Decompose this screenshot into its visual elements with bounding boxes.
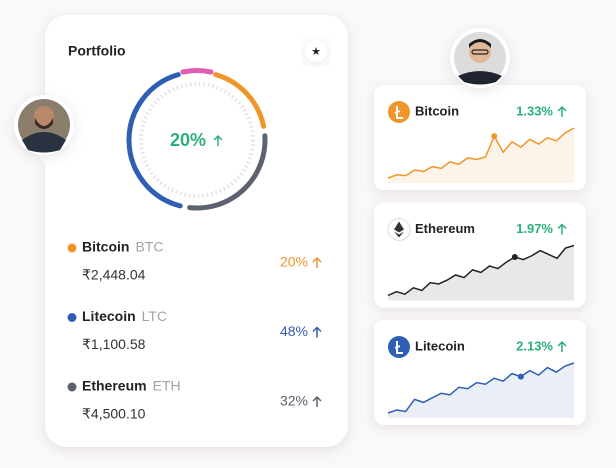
donut-segment <box>213 72 267 129</box>
market-cards: Bitcoin 1.33% Ethereum 1.97% Litecoin 2.13% <box>374 85 586 425</box>
sparkline-marker <box>491 133 498 140</box>
asset-dot <box>67 382 77 392</box>
asset-dot <box>67 243 77 253</box>
asset-ticker: ETH <box>153 378 181 394</box>
sparkline-marker <box>517 373 524 380</box>
sparkline <box>387 244 575 297</box>
center-change: 20% <box>170 130 206 150</box>
card-bg <box>374 202 586 308</box>
coin-change: 1.33% <box>516 103 553 118</box>
asset-list: Bitcoin BTC ₹2,448.04 20% Litecoin LTC ₹1,100.… <box>67 239 322 422</box>
inner-ring <box>139 82 255 198</box>
coin-change: 1.97% <box>516 221 553 236</box>
coin-name: Bitcoin <box>415 103 459 118</box>
coin-glyph <box>394 341 403 354</box>
portfolio-card <box>45 15 348 447</box>
sparkline-marker <box>511 254 518 261</box>
asset-share: 48% <box>280 323 308 339</box>
asset-row[interactable]: Litecoin LTC ₹1,100.58 48% <box>67 308 322 352</box>
asset-row[interactable]: Ethereum ETH ₹4,500.10 32% <box>67 378 322 422</box>
asset-name: Litecoin <box>82 308 136 324</box>
coin-name: Ethereum <box>415 221 475 236</box>
sparkline <box>387 127 575 179</box>
asset-ticker: BTC <box>135 239 163 255</box>
avatar-left <box>14 95 74 163</box>
arrow-up-icon <box>312 395 322 407</box>
arrow-up-icon <box>557 105 567 117</box>
arrow-up-icon <box>557 223 567 235</box>
asset-amount: ₹2,448.04 <box>82 267 146 283</box>
coin-glyph <box>394 106 403 119</box>
coin-name: Litecoin <box>415 338 465 353</box>
asset-share: 20% <box>280 254 308 270</box>
card-bg <box>374 85 586 190</box>
donut-accent <box>180 68 214 75</box>
asset-name: Ethereum <box>82 378 147 394</box>
arrow-up-icon <box>213 134 223 146</box>
star-icon: ★ <box>311 46 321 58</box>
donut <box>126 72 268 211</box>
coin-change: 2.13% <box>516 338 553 353</box>
favorite-button[interactable] <box>305 40 327 62</box>
asset-row[interactable]: Bitcoin BTC ₹2,448.04 20% <box>67 239 322 283</box>
card-bg <box>374 320 586 425</box>
donut-segment <box>187 133 268 211</box>
asset-amount: ₹1,100.58 <box>82 336 146 352</box>
asset-share: 32% <box>280 393 308 409</box>
coin-glyph <box>394 221 404 238</box>
market-card[interactable]: Bitcoin 1.33% <box>374 85 586 190</box>
market-card[interactable]: Ethereum 1.97% <box>374 202 586 308</box>
asset-ticker: LTC <box>142 308 167 324</box>
sparkline <box>387 362 575 414</box>
arrow-up-icon <box>312 326 322 338</box>
asset-dot <box>67 313 77 322</box>
asset-amount: ₹4,500.10 <box>82 406 146 422</box>
card-title: Portfolio <box>68 43 126 59</box>
donut-segment <box>126 72 183 209</box>
avatar-right <box>450 28 510 97</box>
arrow-up-icon <box>557 340 567 352</box>
arrow-up-icon <box>312 256 322 268</box>
market-card[interactable]: Litecoin 2.13% <box>374 320 586 425</box>
asset-name: Bitcoin <box>82 239 129 255</box>
sparkline-area <box>388 363 574 418</box>
